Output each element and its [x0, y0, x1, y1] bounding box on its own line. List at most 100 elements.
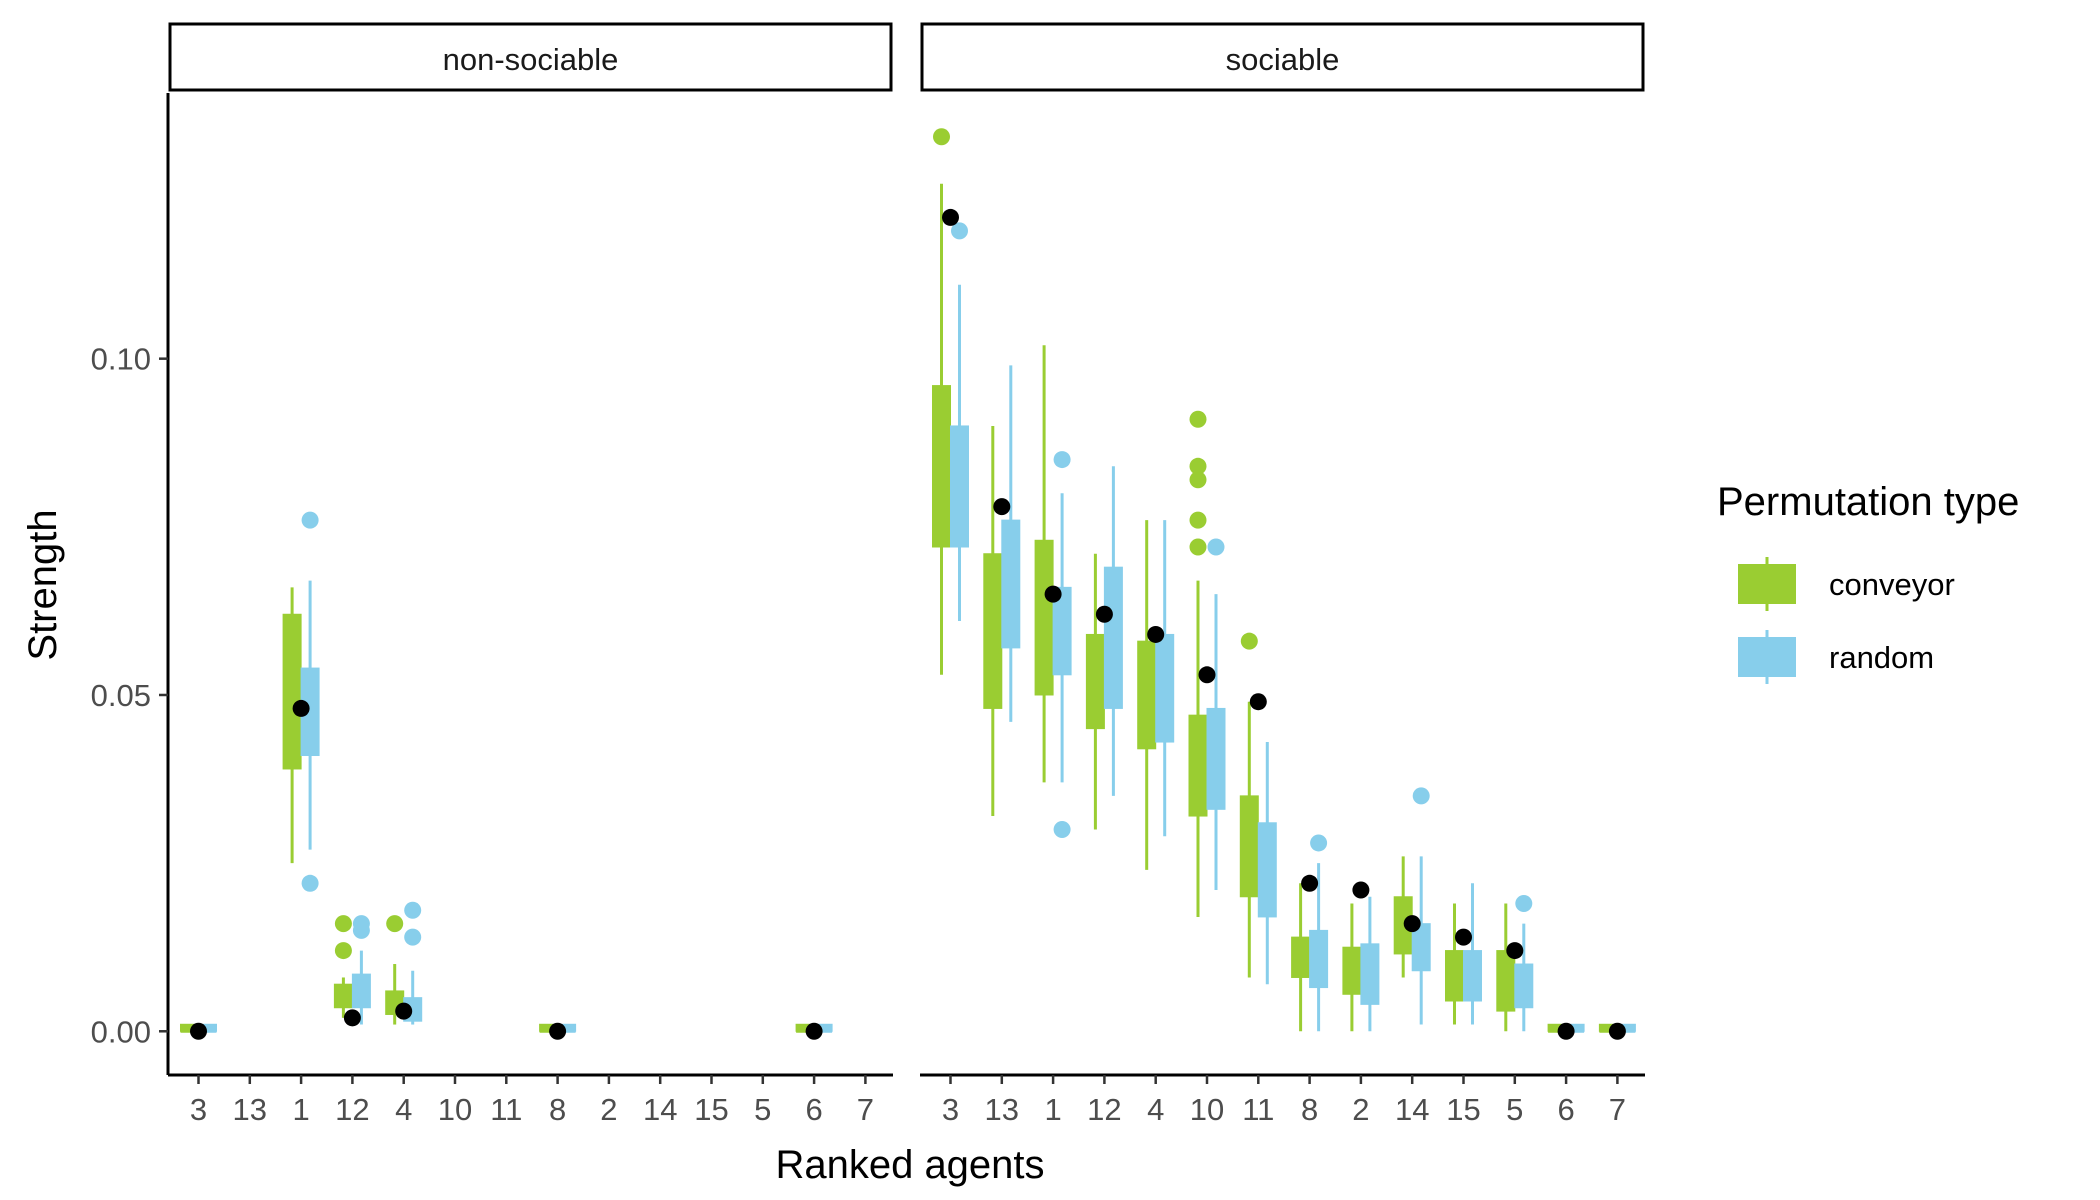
observed-point — [549, 1022, 567, 1040]
outlier-point — [1240, 632, 1258, 650]
x-tick-label: 10 — [438, 1092, 472, 1127]
observed-point — [1455, 928, 1472, 946]
observed-point — [1198, 666, 1216, 684]
box-conveyor-15 — [1445, 903, 1464, 1025]
observed-point — [805, 1022, 823, 1040]
box-body — [1496, 950, 1516, 1012]
x-tick-label: 10 — [1190, 1092, 1224, 1127]
box-conveyor-1 — [282, 587, 302, 864]
x-tick-label: 5 — [1506, 1092, 1523, 1127]
x-tick-label: 12 — [335, 1092, 369, 1127]
box-conveyor-12 — [1085, 553, 1105, 830]
strip-label: sociable — [1226, 42, 1340, 77]
x-tick-label: 14 — [1395, 1092, 1429, 1127]
x-axis-title: Ranked agents — [775, 1143, 1044, 1187]
box-conveyor-4 — [1137, 520, 1157, 870]
box-conveyor-3 — [932, 128, 951, 675]
strip-label: non-sociable — [443, 42, 619, 77]
legend-key-random — [1738, 637, 1796, 677]
strip-box — [920, 22, 1645, 92]
box-random-12 — [1103, 466, 1123, 796]
box-random-1 — [300, 511, 320, 892]
box-body — [1052, 586, 1072, 676]
observed-point — [1557, 1022, 1575, 1040]
x-tick-label: 6 — [1557, 1092, 1574, 1127]
box-conveyor-13 — [983, 425, 1003, 817]
legend-title: Permutation type — [1717, 480, 2019, 524]
observed-point — [942, 208, 959, 226]
outlier-point — [1515, 894, 1533, 912]
box-conveyor-5 — [1496, 903, 1516, 1032]
panel-non-sociable: non-sociable 0.00 0.05 0.10 3 13 1 12 4 10 11 8 2 14 1… — [91, 22, 893, 1127]
x-tick-label: 2 — [600, 1092, 617, 1127]
legend-label: random — [1829, 640, 1934, 675]
x-tick-label: 6 — [805, 1092, 822, 1127]
y-tick-label: 0.05 — [91, 678, 151, 713]
x-tick-label: 3 — [190, 1092, 207, 1127]
legend-key-conveyor — [1738, 564, 1796, 604]
observed-point — [343, 1009, 361, 1027]
x-tick-label: 11 — [490, 1092, 522, 1127]
x-tick-label: 8 — [1301, 1092, 1318, 1127]
box-body — [1103, 566, 1123, 709]
observed-point — [1147, 625, 1165, 643]
x-tick-label: 3 — [942, 1092, 959, 1127]
box-random-1 — [1052, 451, 1072, 838]
x-tick-label: 8 — [549, 1092, 566, 1127]
box-conveyor-11 — [1239, 632, 1259, 978]
observed-point — [395, 1002, 413, 1020]
box-body — [1188, 714, 1208, 817]
x-tick-label: 15 — [694, 1092, 728, 1127]
box-random-4 — [403, 901, 423, 1025]
box-conveyor-10 — [1188, 410, 1208, 917]
outlier-point — [1189, 457, 1207, 475]
outlier-point — [1310, 834, 1328, 852]
box-body — [1463, 950, 1482, 1002]
outlier-point — [334, 942, 352, 960]
observed-point — [1249, 693, 1267, 711]
box-random-8 — [1309, 834, 1329, 1032]
box-body — [282, 613, 302, 770]
observed-point — [190, 1022, 207, 1040]
x-tick-label: 2 — [1352, 1092, 1369, 1127]
outlier-point — [334, 915, 352, 933]
box-body — [1206, 707, 1226, 810]
box-random-3 — [950, 222, 969, 621]
observed-point — [292, 699, 310, 717]
observed-point — [1301, 874, 1319, 892]
legend-items: conveyor random — [1738, 557, 1955, 684]
x-tick-label: 13 — [233, 1092, 267, 1127]
legend-item-random: random — [1738, 630, 1934, 684]
x-tick-label: 13 — [985, 1092, 1019, 1127]
outlier-point — [1189, 511, 1207, 529]
box-body — [333, 983, 353, 1009]
outlier-point — [404, 928, 422, 946]
outlier-point — [404, 901, 422, 919]
box-random-15 — [1463, 883, 1482, 1025]
box-body — [1034, 539, 1054, 696]
x-tick-label: 15 — [1446, 1092, 1480, 1127]
x-tick-label: 12 — [1087, 1092, 1121, 1127]
panel-sociable: sociable 3 13 1 12 4 10 11 8 2 14 15 5 6 7 — [920, 22, 1645, 1127]
box-conveyor-8 — [1291, 883, 1311, 1032]
outlier-point — [301, 874, 319, 892]
outlier-point — [352, 915, 370, 933]
box-random-4 — [1155, 520, 1175, 837]
strip-box — [168, 22, 893, 92]
box-body — [932, 385, 951, 548]
outlier-point — [951, 222, 968, 240]
outlier-point — [1189, 538, 1207, 556]
outlier-point — [1189, 410, 1207, 428]
observed-point — [1403, 915, 1421, 933]
box-body — [1360, 943, 1380, 1005]
legend-item-conveyor: conveyor — [1738, 557, 1955, 611]
x-tick-label: 7 — [857, 1092, 874, 1127]
outlier-point — [301, 511, 319, 529]
x-tick-label: 11 — [1242, 1092, 1274, 1127]
box-conveyor-2 — [1342, 903, 1362, 1032]
box-body — [983, 553, 1003, 709]
outlier-point — [1412, 787, 1430, 805]
box-conveyor-14 — [1393, 856, 1413, 978]
